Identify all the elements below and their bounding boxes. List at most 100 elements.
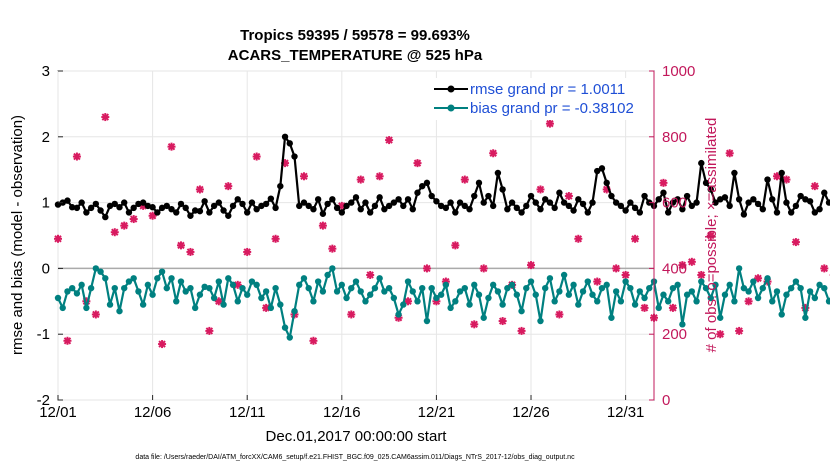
rmse-point [565, 202, 573, 210]
bias-point [461, 284, 468, 292]
bias-point [168, 275, 175, 282]
obs-count-stroke [782, 175, 791, 184]
obs-count-point [678, 261, 687, 270]
x-axis-label: Dec.01,2017 00:00:00 start [266, 428, 448, 445]
rmse-point [584, 209, 591, 216]
rmse-point [617, 202, 625, 210]
rmse-point [220, 207, 227, 214]
obs-count-point [375, 172, 384, 181]
bias-point [612, 288, 620, 295]
obs-count-stroke [536, 185, 545, 194]
obs-count-stroke [186, 248, 195, 256]
rmse-point [721, 194, 729, 201]
obs-count-stroke [792, 238, 800, 246]
rmse-point [419, 182, 426, 190]
obs-count-point [574, 234, 583, 243]
obs-count-point [422, 264, 431, 273]
bias-point [362, 298, 369, 305]
rmse-point [551, 204, 558, 212]
obs-count-point [328, 244, 337, 253]
x-tick-label: 12/01 [39, 404, 77, 421]
bias-point [106, 301, 114, 308]
rmse-point [277, 182, 284, 190]
rmse-point [352, 194, 360, 201]
rmse-point [532, 199, 539, 206]
rmse-point [357, 205, 364, 213]
obs-count-stroke [347, 310, 355, 319]
bias-point [456, 288, 464, 295]
obs-count-point [545, 119, 554, 128]
rmse-point [759, 205, 766, 213]
obs-count-stroke [205, 327, 214, 335]
bias-point [324, 271, 331, 279]
obs-count-point [347, 310, 356, 319]
y-right-tick-label: 400 [662, 260, 687, 277]
bias-point [560, 271, 568, 279]
bias-point [518, 307, 525, 315]
obs-count-point [167, 142, 176, 151]
bias-point [579, 288, 587, 295]
bias-point [97, 268, 104, 275]
bias-point [139, 301, 147, 308]
y-right-axis-label: # of obs: o=possible; ×=assimilated [703, 118, 720, 353]
obs-count-stroke [215, 297, 223, 306]
rmse-point [310, 205, 317, 213]
rmse-point [111, 200, 118, 208]
obs-count-point [110, 228, 119, 237]
y-tick-label: 1 [42, 195, 50, 212]
obs-count-point [706, 231, 715, 240]
obs-count-stroke [252, 152, 261, 161]
bias-point [83, 304, 90, 312]
rmse-point [348, 199, 355, 206]
bias-point [570, 281, 577, 289]
rmse-point [64, 197, 71, 204]
rmse-point [740, 211, 748, 218]
obs-count-point [479, 264, 488, 273]
data-file-footnote: data file: /Users/raeder/DAI/ATM_forcXX/… [135, 454, 575, 461]
bias-point [376, 275, 383, 282]
bias-point [404, 278, 412, 285]
obs-count-point [687, 257, 696, 266]
rmse-point [688, 202, 696, 210]
rmse-point [191, 207, 199, 214]
legend-rmse-marker [447, 85, 455, 93]
rmse-point [825, 199, 830, 206]
obs-count-stroke [517, 327, 526, 335]
y-right-tick-label: 200 [662, 326, 687, 343]
obs-count-point [148, 211, 157, 220]
rmse-point [461, 202, 468, 210]
bias-point [513, 291, 521, 298]
rmse-point [683, 192, 691, 200]
bias-point [248, 278, 256, 285]
bias-point [660, 291, 667, 298]
obs-count-point [271, 234, 280, 243]
obs-count-stroke [196, 185, 204, 194]
obs-count-point [631, 234, 640, 243]
rmse-point [196, 207, 204, 215]
obs-count-point [299, 172, 308, 181]
rmse-point [210, 202, 218, 210]
obs-count-stroke [669, 304, 677, 312]
obs-count-point [640, 303, 649, 312]
legend: rmse grand pr = 1.0011 bias grand pr = -… [432, 78, 650, 120]
bias-point [565, 291, 573, 298]
rmse-point [655, 196, 662, 203]
bias-point [773, 288, 781, 295]
bias-point [286, 334, 293, 341]
obs-count-point [744, 297, 753, 306]
bias-point [111, 284, 118, 292]
obs-count-point [129, 215, 138, 224]
rmse-point [821, 189, 828, 196]
bias-point [655, 304, 662, 312]
y-tick-label: 3 [42, 63, 50, 80]
obs-count-point [91, 310, 100, 319]
bias-point [423, 317, 431, 325]
rmse-point [338, 209, 346, 216]
rmse-point [305, 202, 312, 210]
obs-count-point [205, 326, 214, 335]
bias-point [73, 290, 81, 297]
obs-count-stroke [92, 310, 100, 319]
bias-point [712, 281, 719, 289]
bias-point [225, 275, 232, 282]
